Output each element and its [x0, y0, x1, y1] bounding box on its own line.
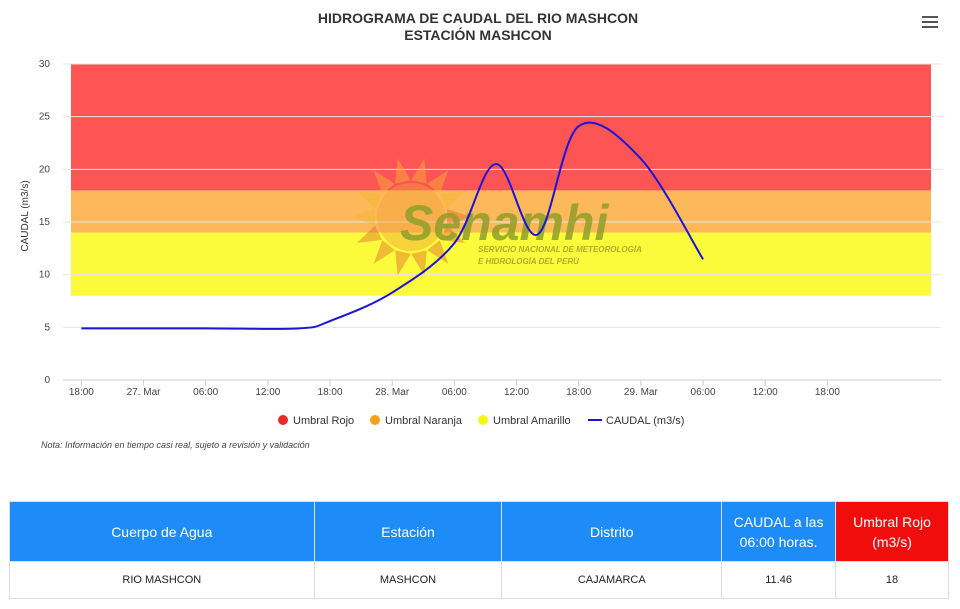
header-cuerpo-de-agua: Cuerpo de Agua	[9, 501, 315, 562]
cell-umbral-rojo: 18	[835, 561, 949, 599]
x-tick-label: 06:00	[193, 387, 218, 398]
menu-icon-bar	[922, 26, 938, 28]
cell-cuerpo-de-agua: RIO MASHCON	[9, 561, 315, 599]
chart-title-line: ESTACIÓN MASHCON	[404, 26, 552, 43]
table-header-row: Cuerpo de Agua Estación Distrito CAUDAL …	[9, 501, 949, 562]
band-umbral-rojo	[71, 64, 931, 191]
sun-ray-icon	[411, 250, 427, 276]
cell-estacion: MASHCON	[313, 561, 503, 599]
sun-ray-icon	[356, 190, 383, 209]
x-tick-label: 06:00	[442, 387, 467, 398]
cell-caudal: 11.46	[721, 561, 837, 599]
sun-ray-icon	[373, 170, 395, 194]
legend-label: Umbral Naranja	[385, 415, 463, 427]
chart-menu-button[interactable]	[921, 14, 939, 30]
sun-ray-icon	[427, 170, 449, 194]
chart: HIDROGRAMA DE CAUDAL DEL RIO MASHCONESTA…	[20, 10, 941, 427]
sun-ray-icon	[395, 158, 411, 184]
series-line-caudal	[81, 121, 704, 330]
legend-label: CAUDAL (m3/s)	[606, 415, 684, 427]
cell-distrito: CAJAMARCA	[501, 561, 723, 599]
menu-icon-bar	[922, 16, 938, 18]
watermark-brand: Senamhi	[400, 195, 610, 251]
x-tick-label: 18:00	[318, 387, 343, 398]
legend[interactable]: Umbral Rojo Umbral Naranja Umbral Amarillo…	[278, 415, 684, 427]
legend-item[interactable]: Umbral Naranja	[370, 415, 463, 427]
x-tick-label: 18:00	[566, 387, 591, 398]
header-umbral-rojo: Umbral Rojo (m3/s)	[835, 501, 949, 562]
y-tick-label: 20	[39, 164, 51, 175]
station-table: Cuerpo de Agua Estación Distrito CAUDAL …	[9, 501, 949, 599]
sun-ray-icon	[447, 209, 471, 225]
axes: 0 5 10 15 20 25 30 18:00 27. Mar 06:00 12:00 18:00 2…	[20, 59, 941, 398]
header-estacion: Estación	[313, 501, 503, 562]
band-umbral-naranja	[71, 190, 931, 233]
sun-ray-icon	[439, 225, 466, 244]
legend-item[interactable]: CAUDAL (m3/s)	[588, 415, 684, 427]
watermark-subtitle: E HIDROLOGÍA DEL PERÚ	[478, 257, 579, 266]
chart-title: HIDROGRAMA DE CAUDAL DEL RIO MASHCONESTA…	[318, 10, 638, 43]
sun-ray-icon	[356, 225, 383, 244]
header-caudal: CAUDAL a las 06:00 horas.	[721, 501, 837, 562]
x-tick-label: 28. Mar	[375, 387, 410, 398]
sun-icon	[377, 183, 445, 251]
sun-ray-icon	[395, 250, 411, 276]
watermark-subtitle: SERVICIO NACIONAL DE METEOROLOGÍA	[478, 245, 642, 254]
legend-marker	[478, 415, 488, 425]
sun-ray-icon	[411, 158, 427, 184]
x-tick-label: 06:00	[691, 387, 716, 398]
sun-ray-icon	[373, 240, 395, 264]
x-tick-label: 27. Mar	[127, 387, 162, 398]
band-umbral-amarillo	[71, 232, 931, 296]
x-tick-label: 12:00	[753, 387, 778, 398]
chart-note: Nota: Información en tiempo casi real, s…	[41, 440, 310, 450]
sun-ray-icon	[351, 209, 375, 225]
legend-item[interactable]: Umbral Rojo	[278, 415, 354, 427]
y-tick-label: 30	[39, 59, 51, 70]
legend-label: Umbral Amarillo	[493, 415, 571, 427]
y-tick-label: 15	[39, 217, 51, 228]
x-tick-label: 12:00	[504, 387, 529, 398]
series	[81, 121, 704, 330]
y-tick-label: 5	[44, 322, 50, 333]
menu-icon-bar	[922, 21, 938, 23]
y-tick-label: 25	[39, 112, 51, 123]
y-tick-label: 0	[44, 375, 50, 386]
x-tick-label: 12:00	[255, 387, 280, 398]
header-distrito: Distrito	[501, 501, 723, 562]
legend-label: Umbral Rojo	[293, 415, 354, 427]
x-tick-label: 29. Mar	[624, 387, 659, 398]
y-tick-label: 10	[39, 270, 51, 281]
y-axis-title: CAUDAL (m3/s)	[20, 180, 31, 251]
legend-marker	[278, 415, 288, 425]
chart-title-line: HIDROGRAMA DE CAUDAL DEL RIO MASHCON	[318, 10, 638, 26]
legend-marker	[370, 415, 380, 425]
x-tick-label: 18:00	[815, 387, 840, 398]
x-tick-label: 18:00	[69, 387, 94, 398]
sun-ray-icon	[427, 240, 449, 264]
sun-ray-icon	[439, 190, 466, 209]
table-row: RIO MASHCON MASHCON CAJAMARCA 11.46 18	[9, 561, 949, 599]
legend-item[interactable]: Umbral Amarillo	[478, 415, 571, 427]
